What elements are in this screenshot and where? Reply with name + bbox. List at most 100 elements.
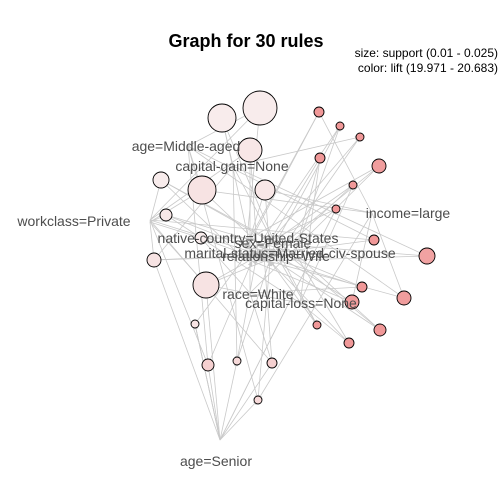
item-label-capital-loss-none: capital-loss=None <box>245 295 357 311</box>
edge <box>249 111 320 239</box>
edge <box>236 248 260 362</box>
edge <box>257 212 373 401</box>
edge <box>149 221 202 239</box>
edge <box>165 214 296 254</box>
edge <box>165 214 253 250</box>
edge <box>193 323 221 441</box>
edge <box>276 184 354 257</box>
edge <box>153 259 221 441</box>
edge <box>219 399 259 441</box>
item-label-race-white: race=White <box>222 286 293 302</box>
edge <box>274 125 341 245</box>
edge <box>149 221 207 286</box>
edge <box>187 145 375 241</box>
edge <box>200 237 251 294</box>
rule-node <box>368 234 380 246</box>
rule-node <box>314 152 326 164</box>
edge <box>249 292 273 364</box>
edge <box>165 214 301 304</box>
edge <box>249 165 380 239</box>
edge <box>219 362 273 441</box>
edge <box>201 188 373 214</box>
graph-title: Graph for 30 rules <box>168 31 323 51</box>
edge <box>251 260 353 303</box>
edge <box>269 260 318 326</box>
rule-node <box>146 252 162 268</box>
edge <box>187 145 405 299</box>
edge <box>160 179 247 262</box>
item-label-capital-gain-none: capital-gain=None <box>175 158 288 174</box>
edge <box>207 260 253 366</box>
rule-node <box>348 180 358 190</box>
edge <box>257 260 272 401</box>
rule-node <box>373 323 387 337</box>
rule-node <box>266 357 278 369</box>
edge <box>276 136 361 257</box>
edge <box>245 184 354 262</box>
edge <box>294 252 350 344</box>
item-label-relationship-wife: relationship=Wife <box>222 248 330 264</box>
rule-node <box>187 175 217 205</box>
rule-node <box>192 271 220 299</box>
item-label-marital-status: marital-status=Married-civ-spouse <box>184 245 395 261</box>
edge <box>350 212 373 303</box>
rule-node <box>152 171 170 189</box>
item-label-layer: age=Middle-aged capital-gain=None workcl… <box>16 138 450 469</box>
rule-node <box>371 158 387 174</box>
rule-node <box>312 320 322 330</box>
rule-node <box>201 358 215 372</box>
rule-node <box>190 319 200 329</box>
edge <box>263 254 350 344</box>
rule-node <box>356 281 368 293</box>
edge <box>318 111 373 214</box>
item-label-income-large: income=large <box>366 205 451 221</box>
item-label-sex-female: sex=Female <box>235 235 312 251</box>
edge <box>219 360 239 441</box>
edge <box>221 117 276 245</box>
edge <box>263 136 361 250</box>
edge <box>262 254 273 364</box>
rule-node <box>242 90 278 126</box>
edge <box>149 219 363 288</box>
rule-node <box>232 356 242 366</box>
rule-node <box>344 294 360 310</box>
legend-size: size: support (0.01 - 0.025) <box>355 46 498 60</box>
edge <box>274 243 381 331</box>
edge-layer <box>149 107 428 441</box>
rule-node <box>343 337 355 349</box>
edge <box>232 165 318 326</box>
item-label-workclass-private: workclass=Private <box>16 213 130 229</box>
edge <box>249 285 363 294</box>
rule-node <box>194 231 208 245</box>
item-label-age-senior: age=Senior <box>180 453 252 469</box>
edge <box>153 165 234 261</box>
rule-node <box>159 208 173 222</box>
rule-node <box>207 103 237 133</box>
edge <box>276 255 318 326</box>
edge <box>232 165 240 362</box>
edge <box>249 237 353 303</box>
rule-node <box>335 121 345 131</box>
legend-color: color: lift (19.971 - 20.683) <box>358 61 498 75</box>
item-label-age-middle-aged: age=Middle-aged <box>132 138 241 154</box>
edge <box>294 252 381 331</box>
edge <box>251 125 341 256</box>
rule-node <box>313 106 325 118</box>
edge <box>251 208 337 250</box>
rule-node-layer <box>146 90 436 405</box>
edge <box>206 364 221 441</box>
edge <box>371 212 405 299</box>
edge <box>263 255 428 264</box>
edge <box>149 219 375 242</box>
rule-node <box>418 247 436 265</box>
edge <box>299 184 354 304</box>
edge <box>257 248 381 331</box>
rule-node <box>253 395 263 405</box>
edge <box>249 165 380 294</box>
rule-node <box>254 179 276 201</box>
edge <box>149 107 261 221</box>
edge <box>269 165 380 256</box>
rule-node <box>331 204 341 214</box>
edge <box>269 248 363 288</box>
